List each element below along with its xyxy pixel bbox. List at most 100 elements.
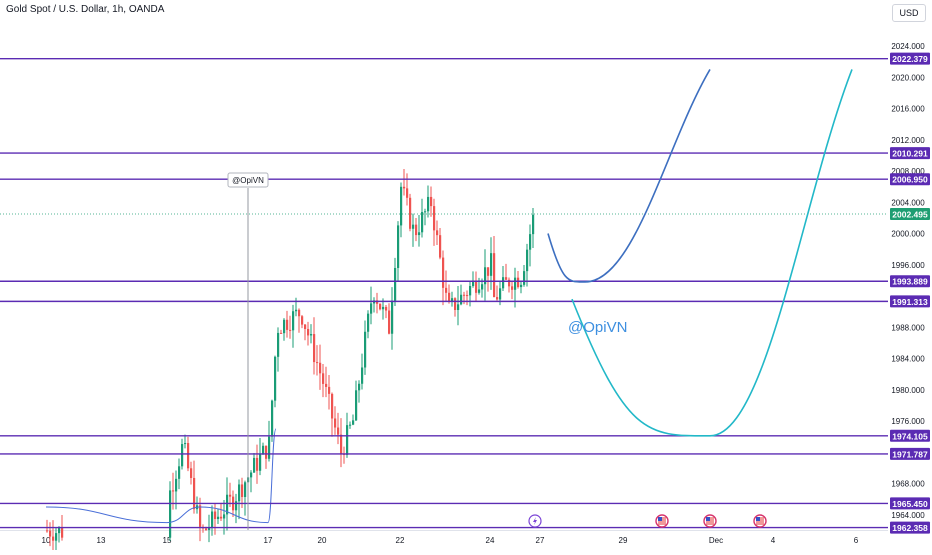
candle-body	[346, 425, 349, 455]
candle-body	[472, 280, 475, 287]
candle-body	[463, 294, 466, 296]
y-tick-label: 1980.000	[891, 386, 925, 395]
candle-body	[322, 373, 325, 384]
x-tick-label: 29	[619, 536, 628, 545]
flag-canton	[706, 517, 710, 521]
y-tick-label: 2008.000	[891, 167, 925, 176]
candle-body	[493, 253, 496, 298]
candle-body	[469, 286, 472, 296]
candle-body	[439, 235, 442, 258]
candle-body	[517, 277, 520, 288]
marker-label-box	[227, 172, 269, 188]
y-tick-label: 2000.000	[891, 230, 925, 239]
level-label: 2022.379	[892, 54, 928, 64]
level-label-box	[890, 147, 930, 160]
candle-body	[415, 224, 418, 236]
moving-average-line	[45, 428, 277, 524]
level-label: 1991.313	[892, 297, 928, 307]
candle-body	[436, 230, 439, 236]
level-label-box	[890, 52, 930, 65]
candle-body	[301, 316, 304, 325]
x-tick-label: 6	[854, 536, 859, 545]
candle-body	[385, 306, 388, 311]
candle-body	[229, 494, 232, 497]
candle-body	[478, 289, 481, 293]
candle-body	[52, 536, 55, 541]
candle-body	[340, 434, 343, 454]
candle-body	[337, 427, 340, 435]
candle-body	[220, 516, 223, 519]
level-label: 1965.450	[892, 499, 928, 509]
candle-body	[484, 267, 487, 285]
candle-body	[526, 249, 529, 272]
candle-body	[304, 324, 307, 330]
candle-body	[193, 477, 196, 510]
candle-body	[175, 478, 178, 492]
candle-body	[328, 386, 331, 394]
projection-curve[interactable]	[547, 69, 711, 283]
symbol-title: Gold Spot / U.S. Dollar, 1h, OANDA	[6, 4, 165, 15]
price-axis[interactable]	[888, 0, 932, 550]
candle-body	[466, 295, 469, 297]
candle-body	[49, 530, 52, 537]
candle-body	[451, 298, 454, 303]
x-tick-label: 13	[97, 536, 106, 545]
candle-body	[487, 267, 490, 276]
candle-body	[418, 232, 421, 236]
candle-body	[433, 206, 436, 231]
level-label: 1993.889	[892, 277, 928, 287]
level-label: 1974.105	[892, 431, 928, 441]
candle-body	[460, 294, 463, 305]
candle-body	[46, 530, 49, 532]
candle-body	[292, 311, 295, 331]
candle-body	[388, 310, 391, 334]
watermark-text: @OpiVN	[568, 319, 627, 336]
candle-body	[295, 309, 298, 312]
projection-curve[interactable]	[571, 69, 853, 437]
candle-body	[349, 424, 352, 426]
level-label-box	[890, 429, 930, 442]
candle-body	[274, 356, 277, 401]
candle-body	[499, 288, 502, 300]
candle-body	[172, 490, 175, 492]
candle-body	[319, 362, 322, 374]
candle-body	[259, 454, 262, 471]
candle-body	[184, 443, 187, 445]
candle-body	[265, 445, 268, 459]
candle-body	[217, 516, 220, 519]
candle-body	[190, 468, 193, 478]
candle-body	[334, 418, 337, 428]
y-tick-label: 2020.000	[891, 73, 925, 82]
candle-body	[313, 334, 316, 363]
level-label-box	[890, 275, 930, 288]
candle-body	[442, 257, 445, 288]
candle-body	[529, 234, 532, 250]
candle-body	[55, 533, 58, 541]
level-label-box	[890, 497, 930, 510]
candle-body	[367, 313, 370, 332]
candle-body	[376, 300, 379, 304]
currency-button[interactable]: USD	[892, 4, 926, 22]
candle-body	[523, 271, 526, 285]
candle-body	[406, 188, 409, 198]
candle-body	[307, 329, 310, 336]
candle-body	[58, 527, 61, 534]
candle-body	[187, 443, 190, 469]
candle-body	[208, 527, 211, 530]
candle-body	[286, 319, 289, 330]
last-price-label-box	[890, 208, 930, 221]
y-tick-label: 1976.000	[891, 417, 925, 426]
candle-body	[361, 367, 364, 384]
y-tick-label: 1984.000	[891, 355, 925, 364]
candle-body	[508, 279, 511, 287]
candle-body	[244, 482, 247, 498]
candle-body	[352, 420, 355, 425]
candle-body	[424, 211, 427, 213]
candle-body	[421, 211, 424, 233]
candle-body	[370, 303, 373, 314]
candle-body	[481, 284, 484, 290]
x-tick-label: Dec	[709, 536, 723, 545]
candle-body	[505, 277, 508, 280]
